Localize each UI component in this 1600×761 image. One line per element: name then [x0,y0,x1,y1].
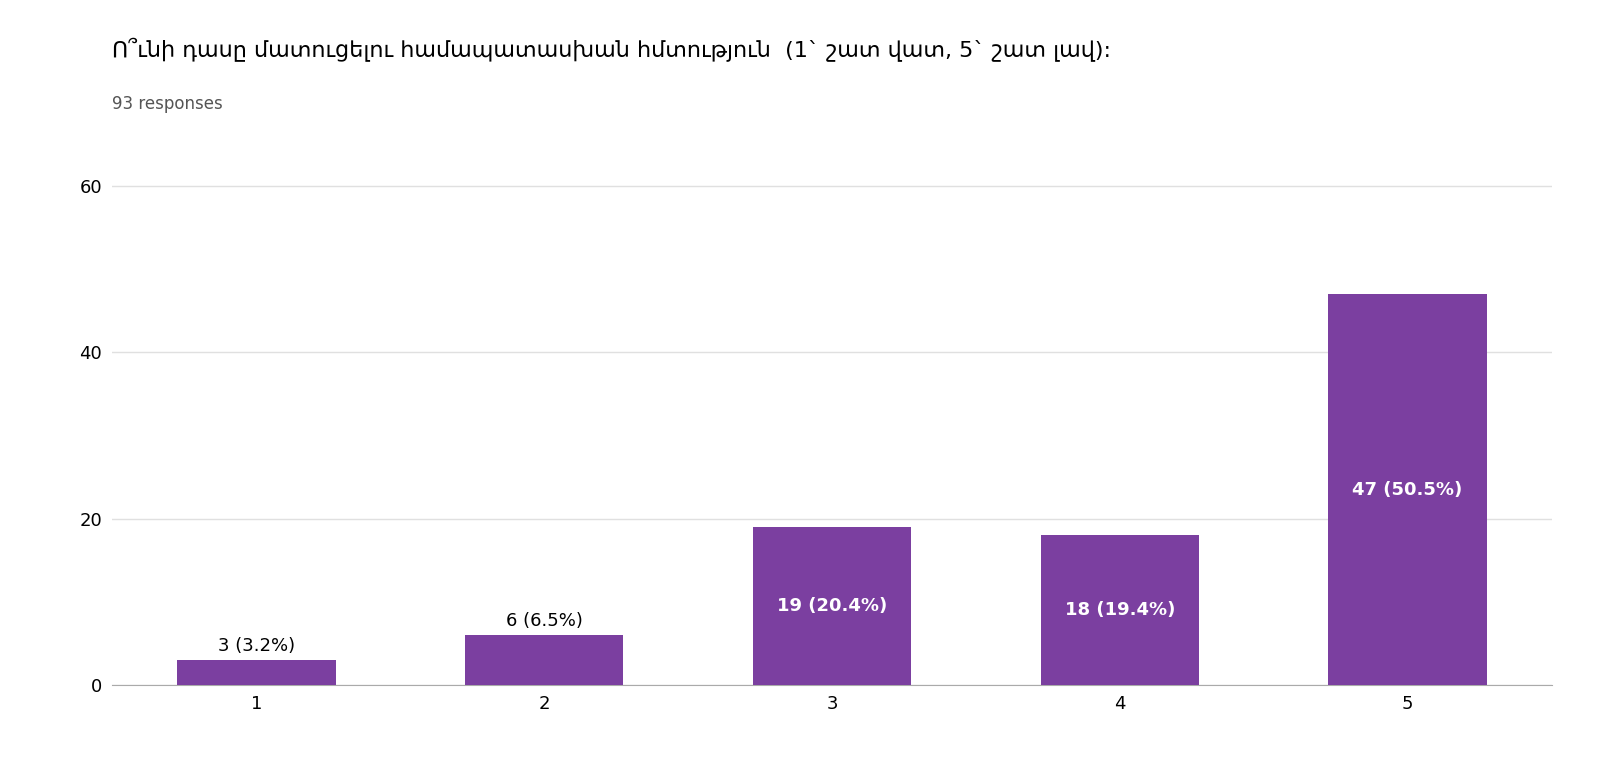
Text: 19 (20.4%): 19 (20.4%) [778,597,886,615]
Bar [178,660,336,685]
Text: 6 (6.5%): 6 (6.5%) [506,612,582,630]
Text: 18 (19.4%): 18 (19.4%) [1064,601,1174,619]
Bar [1328,295,1486,685]
Text: 3 (3.2%): 3 (3.2%) [218,637,294,655]
Text: 93 responses: 93 responses [112,95,222,113]
Text: 47 (50.5%): 47 (50.5%) [1352,480,1462,498]
Bar [754,527,910,685]
Bar [466,635,624,685]
Bar [1040,535,1198,685]
Text: Ո՞ւնի դասը մատուցելու համապատասխան հմտություն  (1` շատ վատ, 5` շատ լավ):: Ո՞ւնի դասը մատուցելու համապատասխան հմտու… [112,38,1110,62]
